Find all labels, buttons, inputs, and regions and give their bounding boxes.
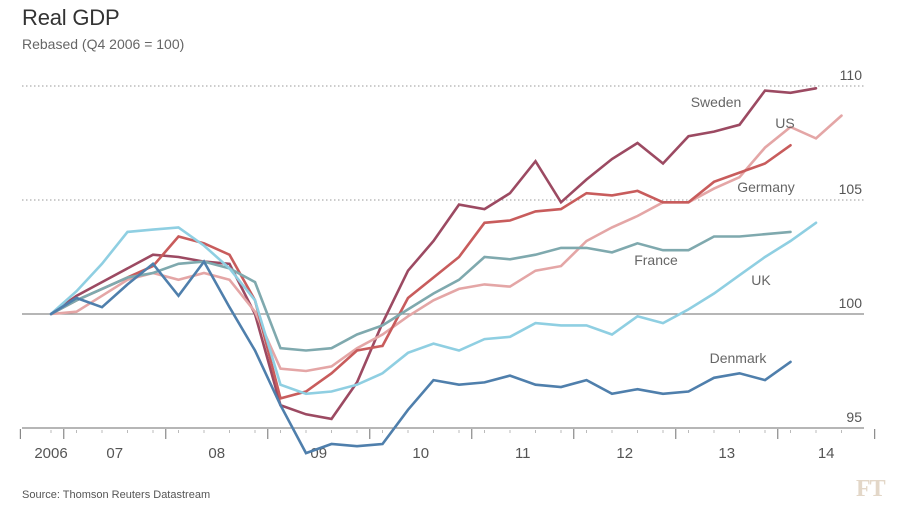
series-label-sweden: Sweden: [691, 94, 742, 110]
x-tick-label-13: 13: [718, 445, 735, 462]
series-line-germany: [49, 144, 792, 400]
series-label-denmark: Denmark: [710, 350, 768, 366]
series-line-sweden: [49, 87, 818, 421]
chart-subtitle: Rebased (Q4 2006 = 100): [22, 36, 185, 52]
x-tick-label-14: 14: [818, 445, 835, 462]
x-tick-label-12: 12: [616, 445, 633, 462]
series-label-france: France: [634, 252, 678, 268]
series-label-uk: UK: [751, 272, 771, 288]
x-tick-label-11: 11: [515, 445, 531, 462]
series-line-france: [49, 230, 792, 352]
chart-title: Real GDP: [22, 5, 120, 30]
series-label-germany: Germany: [737, 179, 795, 195]
series-line-us: [49, 114, 843, 373]
y-tick-label-100: 100: [839, 295, 863, 311]
y-tick-label-105: 105: [839, 181, 863, 197]
series-line-uk: [49, 221, 818, 396]
y-gridlines: 95 100 105 110: [22, 67, 864, 429]
series-lines: [49, 87, 843, 455]
source-note: Source: Thomson Reuters Datastream: [22, 489, 211, 501]
series-labels: Sweden US Germany France UK Denmark: [634, 94, 795, 366]
series-label-us: US: [775, 115, 794, 131]
series-line-denmark: [49, 259, 792, 455]
x-tick-label-07: 07: [106, 445, 123, 462]
x-tick-label-2006: 2006: [34, 445, 67, 462]
y-tick-label-95: 95: [846, 409, 862, 425]
y-tick-label-110: 110: [840, 67, 863, 83]
x-tick-label-08: 08: [208, 445, 225, 462]
ft-logo: FT: [856, 476, 886, 502]
x-tick-label-10: 10: [412, 445, 429, 462]
x-axis: 2006 07 08 09 10 11 12 13 14: [19, 429, 876, 462]
